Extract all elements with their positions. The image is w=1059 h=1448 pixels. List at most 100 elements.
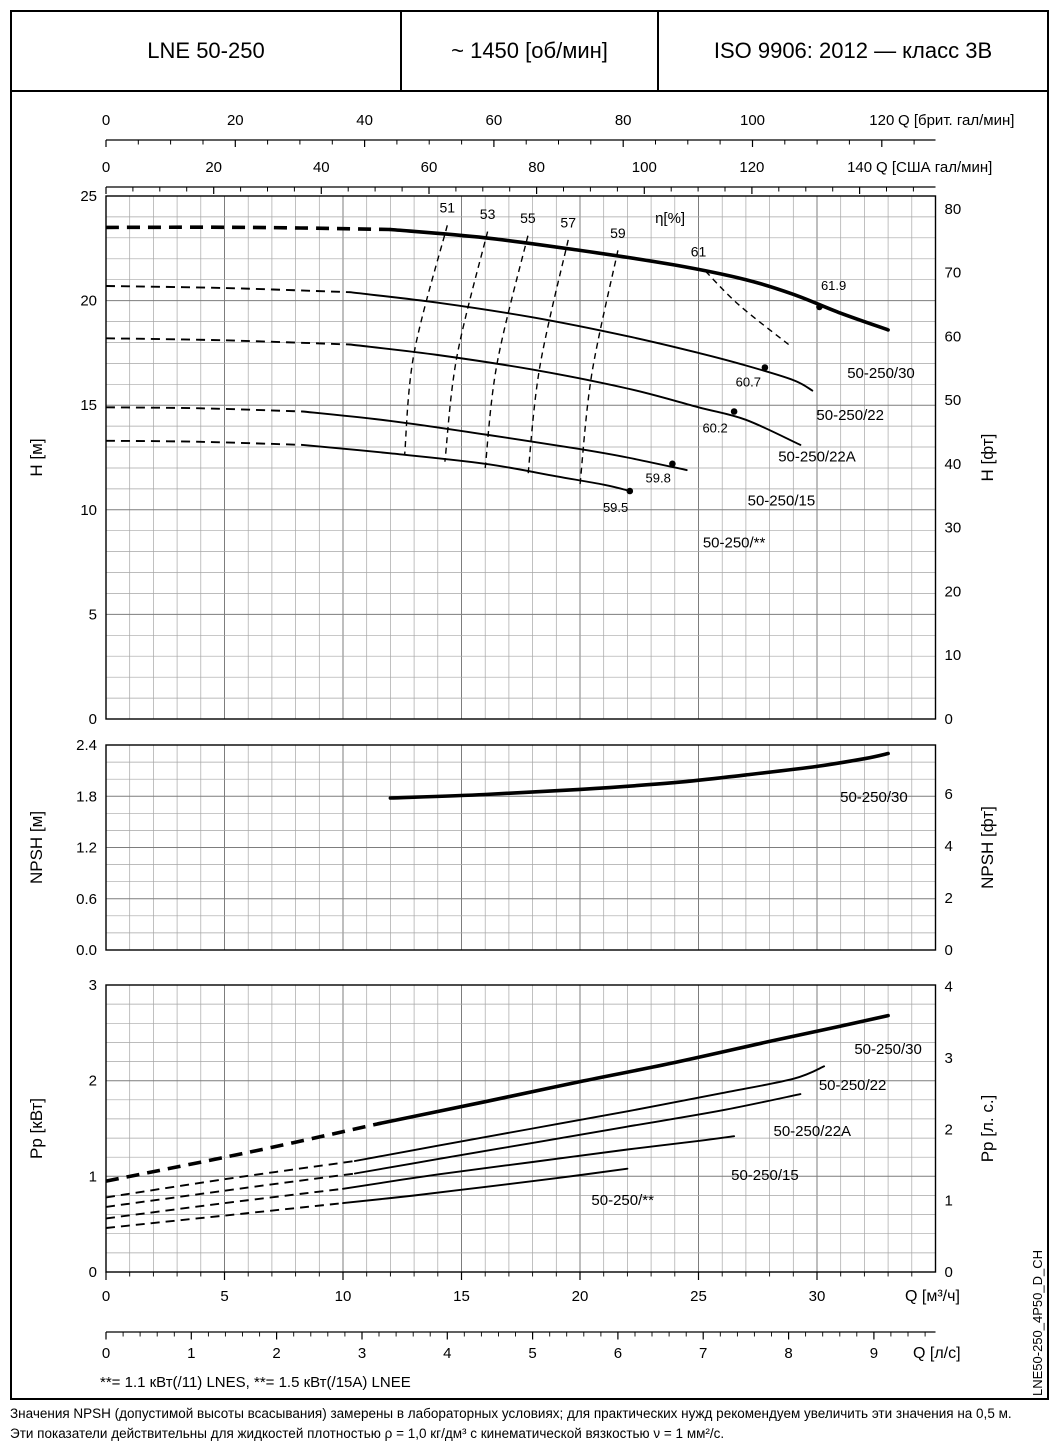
svg-text:20: 20 xyxy=(205,159,222,176)
density-note: Эти показатели действительны для жидкост… xyxy=(10,1426,725,1442)
svg-text:40: 40 xyxy=(945,456,962,473)
svg-text:50-250/30: 50-250/30 xyxy=(840,789,908,806)
svg-text:50-250/**: 50-250/** xyxy=(591,1192,654,1209)
svg-text:50-250/22A: 50-250/22A xyxy=(778,449,856,466)
svg-text:5: 5 xyxy=(220,1288,228,1305)
svg-text:10: 10 xyxy=(80,502,97,519)
bottom-axis-ls: 0 1 2 3 4 5 6 7 8 9 Q [л/с] xyxy=(102,1331,961,1362)
svg-text:140: 140 xyxy=(847,159,872,176)
svg-text:NPSH [фт]: NPSH [фт] xyxy=(978,806,997,889)
npsh-note: Значения NPSH (допустимой высоты всасыва… xyxy=(10,1406,1012,1421)
svg-text:5: 5 xyxy=(528,1345,536,1362)
svg-text:0.0: 0.0 xyxy=(76,942,97,959)
svg-text:60: 60 xyxy=(421,159,438,176)
npsh-panel: 0.0 0.6 1.2 1.8 2.4 0 2 4 6 NPSH [м] NPSH [фт] 50-2… xyxy=(27,737,997,959)
svg-text:20: 20 xyxy=(945,584,962,601)
svg-text:15: 15 xyxy=(453,1288,470,1305)
curve-50-250/22: 50-250/22 xyxy=(105,1065,887,1199)
svg-text:2.4: 2.4 xyxy=(76,737,97,754)
top-axis-imp-gpm: 0 20 40 60 80 100 120 Q [брит. гал/мин] xyxy=(102,112,1014,147)
svg-text:0: 0 xyxy=(102,1345,110,1362)
svg-text:120: 120 xyxy=(739,159,764,176)
svg-text:3: 3 xyxy=(358,1345,366,1362)
curve-50-250/30: 50-250/30 xyxy=(105,1013,922,1183)
svg-text:4: 4 xyxy=(443,1345,451,1362)
svg-text:50-250/30: 50-250/30 xyxy=(847,365,915,382)
svg-text:NPSH [м]: NPSH [м] xyxy=(27,811,46,884)
bottom-notes: Значения NPSH (допустимой высоты всасыва… xyxy=(10,1404,1052,1445)
document-code: LNE50-250_4P50_D_CH xyxy=(1030,1250,1045,1396)
svg-text:1: 1 xyxy=(187,1345,195,1362)
svg-text:10: 10 xyxy=(945,647,962,664)
svg-text:51: 51 xyxy=(440,200,456,216)
svg-text:6: 6 xyxy=(945,786,953,803)
svg-text:50-250/15: 50-250/15 xyxy=(748,493,816,510)
svg-text:0: 0 xyxy=(102,159,110,176)
svg-text:4: 4 xyxy=(945,979,953,996)
svg-text:50-250/22A: 50-250/22A xyxy=(774,1123,852,1140)
pump-curves-chart: 0 20 40 60 80 100 120 Q [брит. гал/мин]0 20 40 60 8… xyxy=(27,112,1014,1362)
svg-text:55: 55 xyxy=(520,210,536,226)
power-panel: 0 1 2 3 0 1 2 3 4 Pp [кВт] Pp [л. с.] 50-250/30 50-2… xyxy=(27,977,997,1281)
power-footnote: **= 1.1 кВт(/11) LNES, **= 1.5 кВт(/15A)… xyxy=(100,1374,411,1391)
svg-text:50-250/22: 50-250/22 xyxy=(819,1077,887,1094)
curve-50-250/**: 50-250/** xyxy=(105,1167,654,1229)
svg-text:0: 0 xyxy=(89,1264,97,1281)
svg-text:20: 20 xyxy=(80,293,97,310)
svg-text:H [м]: H [м] xyxy=(27,438,46,476)
svg-text:80: 80 xyxy=(945,201,962,218)
svg-text:Pp [кВт]: Pp [кВт] xyxy=(27,1098,46,1159)
curve-50-250/30: 50-250/30 xyxy=(388,751,908,806)
svg-text:120: 120 xyxy=(869,112,894,129)
svg-text:61: 61 xyxy=(691,244,707,260)
curve-50-250/15: 59.8 50-250/15 xyxy=(105,406,816,510)
svg-text:3: 3 xyxy=(945,1050,953,1067)
svg-text:60.7: 60.7 xyxy=(736,374,761,389)
svg-text:0: 0 xyxy=(102,1288,110,1305)
curve-50-250/22: 60.7 50-250/22 xyxy=(105,285,884,424)
svg-text:2: 2 xyxy=(945,1121,953,1138)
svg-text:30: 30 xyxy=(809,1288,826,1305)
svg-text:60.2: 60.2 xyxy=(702,420,727,435)
svg-text:η[%]: η[%] xyxy=(655,210,685,227)
svg-text:20: 20 xyxy=(227,112,244,129)
svg-text:100: 100 xyxy=(632,159,657,176)
svg-text:1: 1 xyxy=(89,1168,97,1185)
svg-text:25: 25 xyxy=(690,1288,707,1305)
svg-text:1: 1 xyxy=(945,1193,953,1210)
svg-text:8: 8 xyxy=(784,1345,792,1362)
svg-text:2: 2 xyxy=(945,890,953,907)
svg-text:0: 0 xyxy=(102,112,110,129)
svg-text:80: 80 xyxy=(615,112,632,129)
svg-text:59.8: 59.8 xyxy=(646,471,671,486)
svg-text:4: 4 xyxy=(945,838,953,855)
pump-speed: ~ 1450 [об/мин] xyxy=(402,12,659,90)
svg-text:1.2: 1.2 xyxy=(76,840,97,857)
svg-text:10: 10 xyxy=(335,1288,352,1305)
svg-text:2: 2 xyxy=(272,1345,280,1362)
header-bar: LNE 50-250 ~ 1450 [об/мин] ISO 9906: 201… xyxy=(12,12,1047,92)
datasheet-frame: LNE 50-250 ~ 1450 [об/мин] ISO 9906: 201… xyxy=(10,10,1049,1400)
svg-text:2: 2 xyxy=(89,1073,97,1090)
top-axis-us-gpm: 0 20 40 60 80 100 120 140 Q [США гал/мин] xyxy=(102,159,992,194)
svg-text:0: 0 xyxy=(945,711,953,728)
svg-text:Q [м³/ч]: Q [м³/ч] xyxy=(905,1288,960,1305)
svg-text:80: 80 xyxy=(528,159,545,176)
svg-text:50-250/30: 50-250/30 xyxy=(854,1041,922,1058)
curve-50-250/15: 50-250/15 xyxy=(105,1135,799,1220)
svg-text:3: 3 xyxy=(89,977,97,994)
svg-text:60: 60 xyxy=(486,112,503,129)
svg-text:60: 60 xyxy=(945,328,962,345)
svg-text:50-250/**: 50-250/** xyxy=(703,535,766,552)
iso-standard: ISO 9906: 2012 — класс 3В xyxy=(713,38,993,63)
bottom-axis-m3h: 0 5 10 15 20 25 30 Q [м³/ч] xyxy=(102,1272,960,1305)
svg-text:25: 25 xyxy=(80,188,97,205)
svg-text:50-250/15: 50-250/15 xyxy=(731,1167,799,1184)
svg-text:Q [брит. гал/мин]: Q [брит. гал/мин] xyxy=(898,112,1014,129)
svg-text:Pp [л. с.]: Pp [л. с.] xyxy=(978,1095,997,1163)
svg-text:Q [США гал/мин]: Q [США гал/мин] xyxy=(876,159,992,176)
svg-text:100: 100 xyxy=(740,112,765,129)
svg-text:Q [л/с]: Q [л/с] xyxy=(913,1345,961,1362)
svg-text:40: 40 xyxy=(356,112,373,129)
svg-text:1.8: 1.8 xyxy=(76,788,97,805)
